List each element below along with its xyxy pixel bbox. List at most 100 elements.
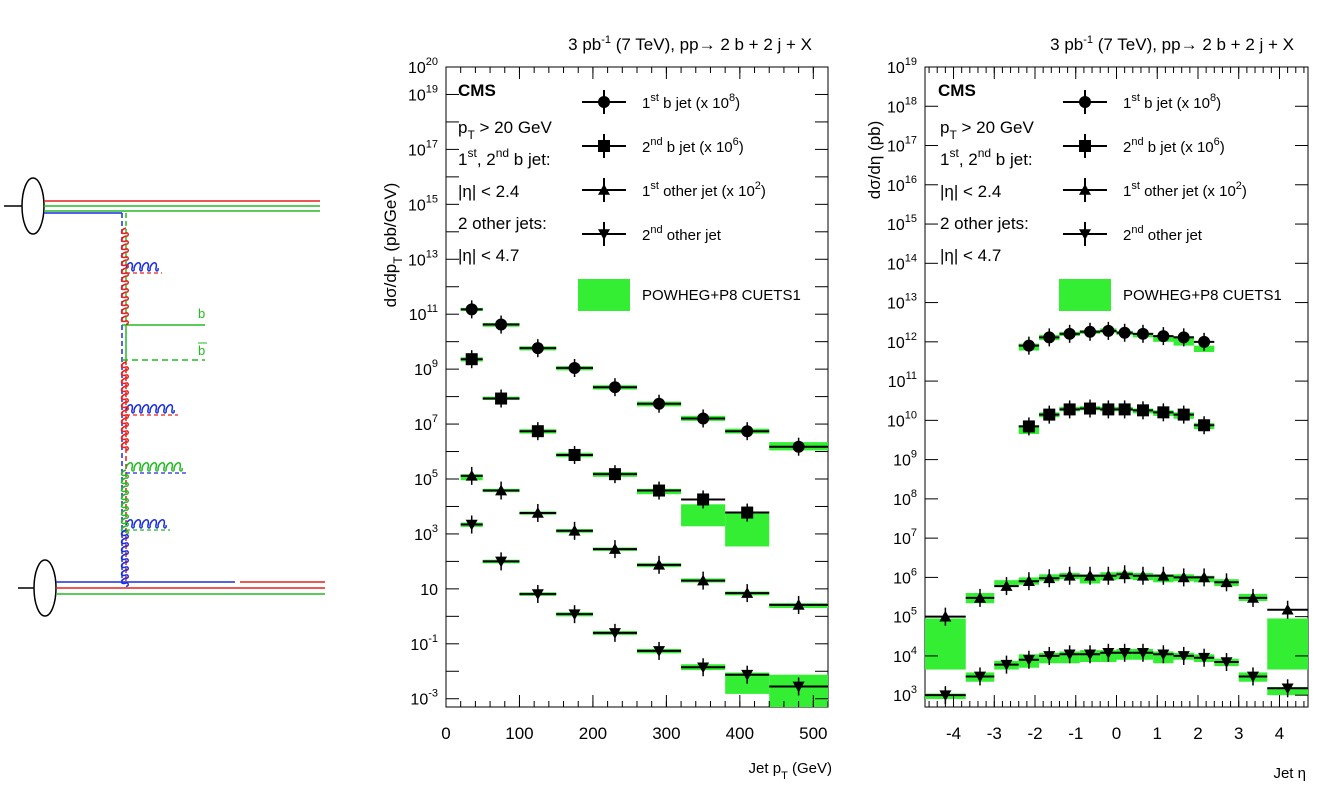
legend-marker <box>1079 140 1091 152</box>
y-tick-label: 1011 <box>409 303 438 324</box>
eta-ylabel: dσ/dη (pb) <box>865 121 884 200</box>
legend-label: 1st other jet (x 102) <box>1123 180 1247 200</box>
legend-label: 1st b jet (x 108) <box>642 92 740 112</box>
data-point-triangle-up <box>974 591 987 603</box>
y-tick-label: 103 <box>893 684 917 705</box>
data-point-triangle-down <box>1000 659 1013 671</box>
data-point-circle <box>1136 327 1149 340</box>
data-point-square <box>1118 403 1131 416</box>
data-point-circle <box>608 381 621 394</box>
prediction-band <box>681 504 726 527</box>
y-tick-label: 1016 <box>887 174 917 195</box>
gluon-rung <box>125 462 183 472</box>
data-point-circle <box>741 425 754 438</box>
y-tick-label: 105 <box>893 606 917 627</box>
data-point-triangle-up <box>1063 569 1076 581</box>
data-point-triangle-up <box>1136 569 1149 581</box>
data-point-triangle-up <box>568 524 581 536</box>
y-tick-label: 10-3 <box>410 688 438 709</box>
data-point-triangle-down <box>1063 649 1076 661</box>
data-point-square <box>653 484 666 497</box>
cut-line: pT > 20 GeV <box>458 118 552 142</box>
data-point-square <box>1177 408 1190 421</box>
x-tick-label: 400 <box>726 724 754 743</box>
data-point-triangle-up <box>608 543 621 554</box>
cut-line: 2 other jets: <box>940 214 1029 233</box>
x-tick-label: 500 <box>799 724 827 743</box>
data-point-triangle-up <box>1198 571 1211 583</box>
y-tick-label: 1017 <box>408 138 438 159</box>
data-point-triangle-down <box>974 671 987 683</box>
data-point-circle <box>653 397 666 410</box>
y-tick-label: 108 <box>893 488 917 509</box>
legend-marker <box>1079 229 1091 240</box>
data-point-circle <box>568 361 581 374</box>
data-point-triangle-down <box>531 589 544 601</box>
cut-line: |η| < 2.4 <box>940 182 1001 201</box>
b-antiquark-label: b <box>198 343 205 358</box>
data-point-triangle-down <box>792 681 805 693</box>
gluon-vertical <box>120 529 129 587</box>
data-point-triangle-up <box>1102 569 1115 581</box>
data-point-circle <box>465 303 478 316</box>
y-tick-label: 105 <box>414 468 438 489</box>
x-tick-label: 0 <box>441 724 450 743</box>
data-point-square <box>1136 404 1149 417</box>
legend-band-swatch <box>1059 279 1111 311</box>
gluon-vertical <box>120 361 129 451</box>
data-point-triangle-down <box>1043 651 1056 662</box>
y-tick-label: 109 <box>414 358 438 379</box>
cut-line: 1st, 2nd b jet: <box>940 146 1033 169</box>
data-point-triangle-down <box>741 669 754 681</box>
data-point-triangle-up <box>465 469 478 481</box>
data-point-triangle-down <box>1220 657 1233 669</box>
data-point-square <box>1022 420 1035 433</box>
x-tick-label: 2 <box>1193 724 1202 743</box>
pt-cuts-text: pT > 20 GeV 1st, 2nd b jet: |η| < 2.4 2 oth… <box>458 118 552 265</box>
x-tick-label: -4 <box>946 724 961 743</box>
data-point-square <box>465 353 478 366</box>
legend-label: 1st other jet (x 102) <box>642 180 766 200</box>
eta-plot-frame <box>924 66 1309 708</box>
data-point-triangle-up <box>792 598 805 610</box>
data-point-triangle-up <box>1220 576 1233 588</box>
data-point-triangle-up <box>697 574 710 586</box>
legend-marker <box>1079 96 1091 108</box>
data-point-circle <box>1084 325 1097 338</box>
legend-label: 1st b jet (x 108) <box>1123 92 1221 112</box>
data-point-square <box>1084 402 1097 415</box>
data-point-triangle-up <box>1246 591 1259 603</box>
x-tick-label: 200 <box>579 724 607 743</box>
data-point-square <box>741 506 754 519</box>
data-point-triangle-up <box>653 558 666 570</box>
data-point-circle <box>1157 330 1170 343</box>
x-tick-label: 0 <box>1112 724 1121 743</box>
data-point-square <box>495 392 508 405</box>
data-point-circle <box>697 412 710 425</box>
proton-top <box>4 177 320 235</box>
y-tick-label: 1019 <box>887 56 917 77</box>
legend-label: 2nd other jet <box>642 224 722 244</box>
x-tick-label: 300 <box>652 724 680 743</box>
y-tick-label: 1011 <box>888 370 917 391</box>
legend-marker <box>598 96 610 108</box>
eta-spectrum-panel: 3 pb-1 (7 TeV), pp→ 2 b + 2 j + X -4 -3 -2… <box>865 34 1309 782</box>
legend-marker <box>598 140 610 152</box>
data-point-square <box>1063 403 1076 416</box>
cut-line: |η| < 4.7 <box>458 246 519 265</box>
x-tick-label: -2 <box>1027 724 1042 743</box>
data-point-square <box>608 468 621 481</box>
data-point-triangle-down <box>653 646 666 657</box>
data-point-triangle-down <box>1022 654 1035 666</box>
data-point-triangle-up <box>1043 572 1056 584</box>
data-point-circle <box>1063 327 1076 340</box>
y-tick-label: 104 <box>893 645 917 666</box>
gluon-rung <box>125 262 159 272</box>
data-point-square <box>568 448 581 461</box>
y-tick-label: 103 <box>414 523 438 544</box>
legend-label: 2nd b jet (x 106) <box>642 136 744 156</box>
data-point-triangle-down <box>1084 649 1097 661</box>
data-point-circle <box>792 440 805 453</box>
y-tick-label: 107 <box>893 527 917 548</box>
data-point-triangle-up <box>741 587 754 598</box>
